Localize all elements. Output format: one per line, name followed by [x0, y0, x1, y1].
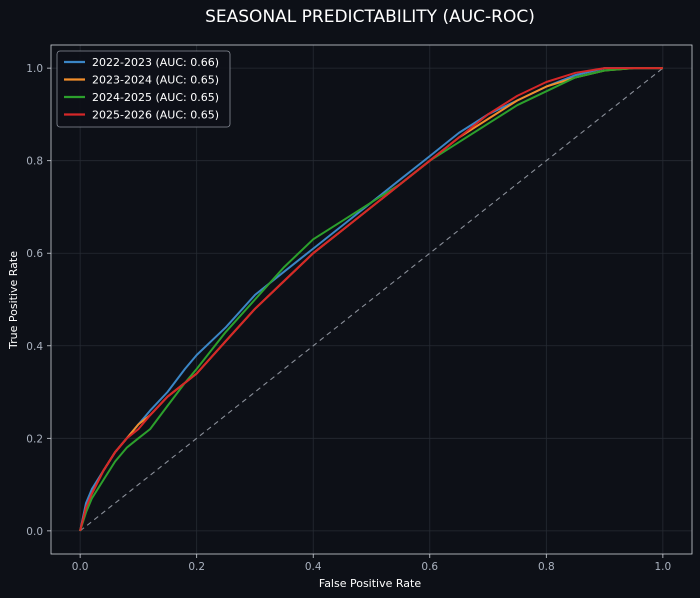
- plot-frame: [50, 44, 693, 555]
- reference-diagonal-line: [79, 67, 664, 532]
- series-line-3: [79, 67, 663, 532]
- legend-box: [56, 50, 231, 128]
- chart-title: SEASONAL PREDICTABILITY (AUC-ROC): [205, 7, 535, 27]
- y-tick-label: 0.8: [26, 156, 43, 168]
- x-tick-label: 1.0: [655, 561, 672, 573]
- x-tick-label: 0.4: [305, 561, 322, 573]
- legend-label-3: 2024-2025 (AUC: 0.65): [92, 91, 219, 104]
- series-line-4: [79, 67, 663, 532]
- x-tick-label: 0.8: [538, 561, 555, 573]
- x-tick-label: 0.2: [188, 561, 205, 573]
- x-axis-label: False Positive Rate: [319, 577, 421, 590]
- y-tick-label: 0.4: [26, 341, 43, 353]
- legend-label-2: 2023-2024 (AUC: 0.65): [92, 74, 219, 87]
- y-tick-label: 0.2: [26, 433, 43, 445]
- x-tick-label: 0.0: [72, 561, 89, 573]
- legend-label-1: 2022-2023 (AUC: 0.66): [92, 56, 219, 69]
- y-axis-label: True Positive Rate: [7, 251, 20, 350]
- axis-ticks: 0.0 0.2 0.4 0.6 0.8 1.0 0.0 0.2 0.4 0.6 0.8 1.0: [26, 63, 671, 573]
- plot-area: [79, 67, 664, 532]
- legend: 2022-2023 (AUC: 0.66) 2023-2024 (AUC: 0.6…: [56, 50, 231, 128]
- grid: [51, 45, 692, 554]
- legend-label-4: 2025-2026 (AUC: 0.65): [92, 109, 219, 122]
- x-tick-label: 0.6: [421, 561, 438, 573]
- y-tick-label: 0.0: [26, 526, 43, 538]
- y-tick-label: 1.0: [26, 63, 43, 75]
- y-tick-label: 0.6: [26, 248, 43, 260]
